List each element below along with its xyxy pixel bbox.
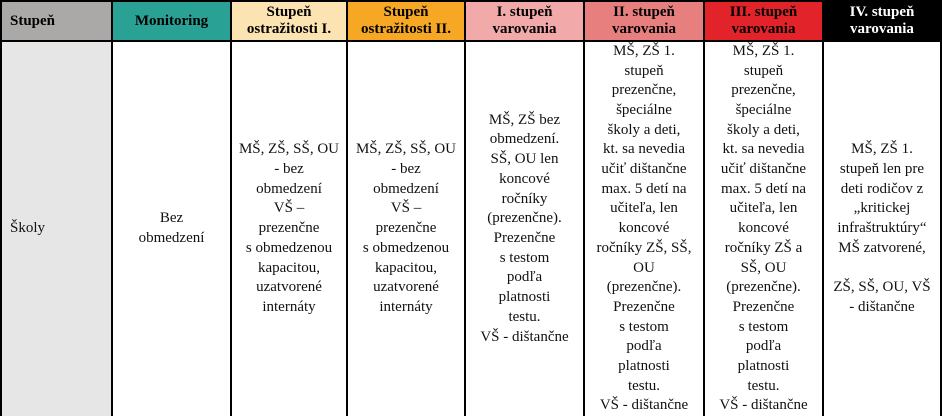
header-cell-varovanie-2: II. stupeň varovania [585, 2, 705, 42]
body-cell-monitoring: Bez obmedzení [113, 42, 232, 416]
body-cell-ostrazitost-2: MŠ, ZŠ, SŠ, OU - bez obmedzení VŠ – prez… [348, 42, 466, 416]
header-cell-monitoring: Monitoring [113, 2, 232, 42]
body-cell-varovanie-4: MŠ, ZŠ 1. stupeň len pre deti rodičov z … [824, 42, 940, 416]
body-cell-varovanie-1: MŠ, ZŠ bez obmedzení. SŠ, OU len koncové… [466, 42, 585, 416]
header-cell-varovanie-3: III. stupeň varovania [705, 2, 824, 42]
body-cell-skoly-row-label: Školy [2, 42, 113, 416]
header-cell-ostrazitost-2: Stupeň ostražitosti II. [348, 2, 466, 42]
header-cell-ostrazitost-1: Stupeň ostražitosti I. [232, 2, 348, 42]
header-cell-stupen: Stupeň [2, 2, 113, 42]
header-cell-varovanie-4: IV. stupeň varovania [824, 2, 940, 42]
body-cell-varovanie-2: MŠ, ZŠ 1. stupeň prezenčne, špeciálne šk… [585, 42, 705, 416]
header-cell-varovanie-1: I. stupeň varovania [466, 2, 585, 42]
body-cell-varovanie-3: MŠ, ZŠ 1. stupeň prezenčne, špeciálne šk… [705, 42, 824, 416]
body-cell-ostrazitost-1: MŠ, ZŠ, SŠ, OU - bez obmedzení VŠ – prez… [232, 42, 348, 416]
